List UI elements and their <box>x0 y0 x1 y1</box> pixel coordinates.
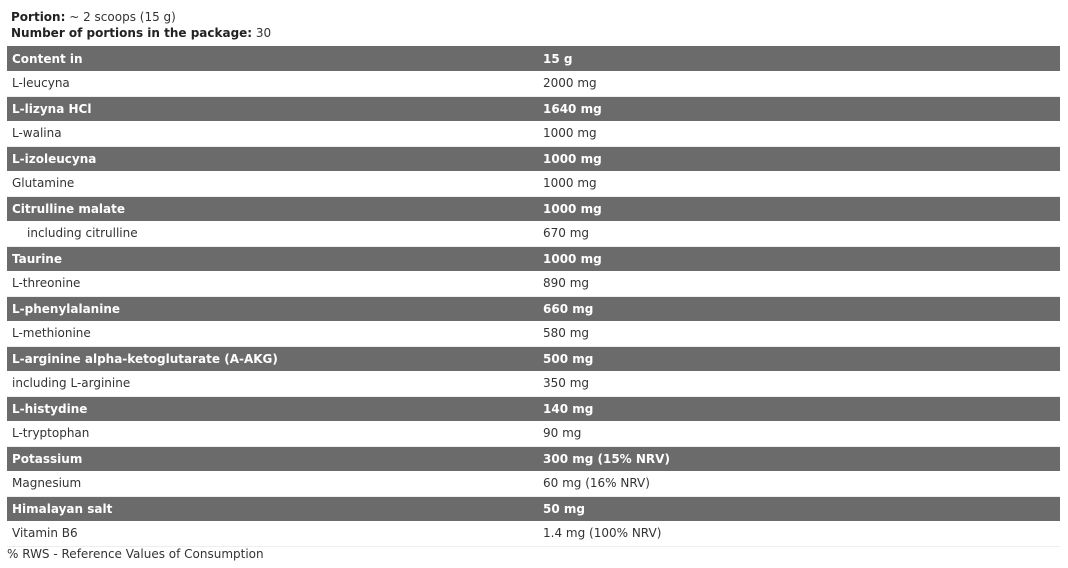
ingredient-amount: 1000 mg <box>538 246 1060 271</box>
table-row: Taurine 1000 mg <box>7 246 1060 271</box>
ingredient-name: Magnesium <box>7 471 538 497</box>
table-row: Glutamine 1000 mg <box>7 171 1060 197</box>
portions-count-info: Number of portions in the package: 30 <box>11 25 271 41</box>
ingredient-amount: 670 mg <box>538 221 1060 247</box>
ingredient-name: Citrulline malate <box>7 196 538 221</box>
ingredient-amount: 660 mg <box>538 296 1060 321</box>
ingredient-amount: 140 mg <box>538 396 1060 421</box>
ingredient-amount: 60 mg (16% NRV) <box>538 471 1060 497</box>
ingredient-amount: 1000 mg <box>538 146 1060 171</box>
ingredient-amount: 50 mg <box>538 496 1060 521</box>
ingredient-name: L-arginine alpha-ketoglutarate (A-AKG) <box>7 346 538 371</box>
table-row: L-leucyna 2000 mg <box>7 71 1060 97</box>
table-row: L-lizyna HCl 1640 mg <box>7 96 1060 121</box>
ingredient-amount: 1000 mg <box>538 196 1060 221</box>
portion-label: Portion: <box>11 10 66 24</box>
ingredient-name: L-threonine <box>7 271 538 297</box>
portion-info: Portion: ~ 2 scoops (15 g) <box>11 9 176 25</box>
ingredient-name: Glutamine <box>7 171 538 197</box>
header-content-in: Content in <box>7 46 538 71</box>
table-row: Potassium 300 mg (15% NRV) <box>7 446 1060 471</box>
table-row: Magnesium 60 mg (16% NRV) <box>7 471 1060 497</box>
ingredient-name: Potassium <box>7 446 538 471</box>
ingredient-name: L-walina <box>7 121 538 147</box>
table-row: L-phenylalanine 660 mg <box>7 296 1060 321</box>
ingredient-name: L-lizyna HCl <box>7 96 538 121</box>
ingredient-amount: 580 mg <box>538 321 1060 347</box>
ingredient-amount: 500 mg <box>538 346 1060 371</box>
table-row: L-histydine 140 mg <box>7 396 1060 421</box>
ingredient-amount: 890 mg <box>538 271 1060 297</box>
ingredient-amount: 1000 mg <box>538 121 1060 147</box>
table-row: Vitamin B6 1.4 mg (100% NRV) <box>7 521 1060 547</box>
table-row: L-arginine alpha-ketoglutarate (A-AKG) 50… <box>7 346 1060 371</box>
table-header-row: Content in 15 g <box>7 46 1060 71</box>
ingredient-name: L-methionine <box>7 321 538 347</box>
ingredient-amount: 2000 mg <box>538 71 1060 97</box>
table-row: including citrulline 670 mg <box>7 221 1060 247</box>
ingredient-name: Taurine <box>7 246 538 271</box>
header-serving: 15 g <box>538 46 1060 71</box>
portion-value: ~ 2 scoops (15 g) <box>65 10 176 24</box>
ingredient-amount: 1.4 mg (100% NRV) <box>538 521 1060 547</box>
table-row: L-walina 1000 mg <box>7 121 1060 147</box>
ingredient-name: L-tryptophan <box>7 421 538 447</box>
ingredient-name: including L-arginine <box>7 371 538 397</box>
ingredient-name: L-histydine <box>7 396 538 421</box>
ingredient-name: L-izoleucyna <box>7 146 538 171</box>
portions-count-value: 30 <box>252 26 272 40</box>
ingredient-amount: 350 mg <box>538 371 1060 397</box>
table-row: including L-arginine 350 mg <box>7 371 1060 397</box>
table-row: Himalayan salt 50 mg <box>7 496 1060 521</box>
ingredient-amount: 90 mg <box>538 421 1060 447</box>
nutrition-table: Content in 15 g L-leucyna 2000 mg L-lizyna… <box>7 46 1060 547</box>
table-row: L-methionine 580 mg <box>7 321 1060 347</box>
table-row: L-izoleucyna 1000 mg <box>7 146 1060 171</box>
table-row: Citrulline malate 1000 mg <box>7 196 1060 221</box>
ingredient-name: including citrulline <box>7 221 538 247</box>
ingredient-name: Himalayan salt <box>7 496 538 521</box>
ingredient-amount: 1640 mg <box>538 96 1060 121</box>
ingredient-amount: 300 mg (15% NRV) <box>538 446 1060 471</box>
portions-count-label: Number of portions in the package: <box>11 26 253 40</box>
footnote: % RWS - Reference Values of Consumption <box>7 547 264 561</box>
ingredient-name: L-phenylalanine <box>7 296 538 321</box>
ingredient-name: Vitamin B6 <box>7 521 538 547</box>
table-row: L-threonine 890 mg <box>7 271 1060 297</box>
ingredient-name: L-leucyna <box>7 71 538 97</box>
ingredient-amount: 1000 mg <box>538 171 1060 197</box>
table-row: L-tryptophan 90 mg <box>7 421 1060 447</box>
